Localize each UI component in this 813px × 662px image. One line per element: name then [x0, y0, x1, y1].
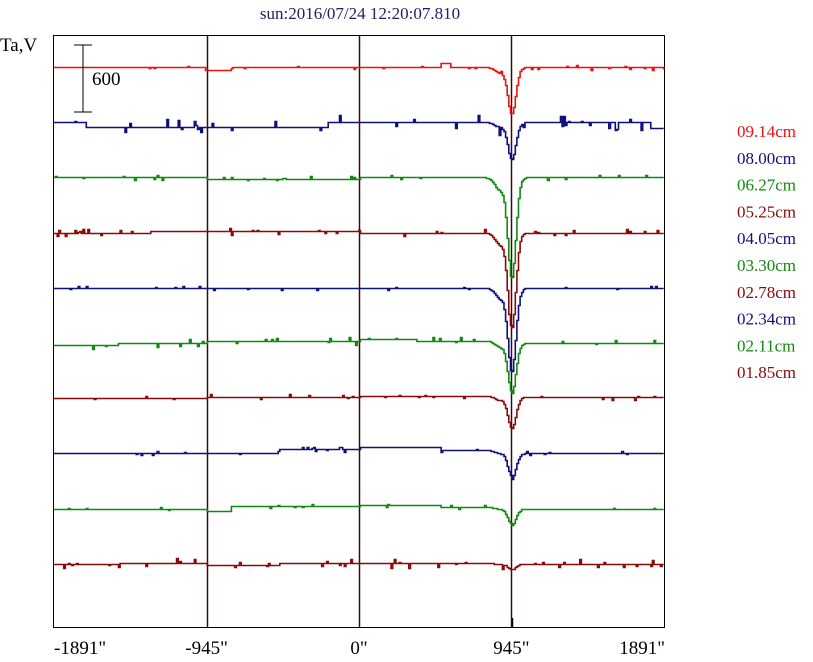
x-tick-label: 945"	[493, 638, 529, 659]
legend-entry: 09.14cm	[737, 122, 796, 141]
trace-08-00cm	[54, 114, 664, 161]
legend-entry: 06.27cm	[737, 176, 796, 195]
trace-04-05cm	[54, 285, 664, 373]
legend-entry: 01.85cm	[737, 363, 796, 382]
chart-title: sun:2016/07/24 12:20:07.810	[260, 4, 460, 23]
trace-05-25cm	[54, 227, 664, 329]
legend-entry: 08.00cm	[737, 149, 796, 168]
trace-02-11cm	[54, 503, 664, 527]
legend-entry: 02.11cm	[737, 336, 795, 355]
legend-entry: 05.25cm	[737, 202, 796, 221]
trace-group	[54, 62, 665, 571]
scale-bar-label: 600	[92, 69, 121, 90]
plot-frame	[53, 35, 665, 628]
vertical-reference-lines	[206, 36, 513, 627]
x-tick-label: -1891"	[54, 638, 106, 659]
x-tick-label: 1891"	[619, 638, 665, 659]
trace-03-30cm	[54, 336, 664, 395]
trace-01-85cm	[54, 557, 664, 571]
legend-entry: 02.78cm	[737, 283, 796, 302]
x-axis-ticks: -1891" -945" 0" 945" 1891"	[54, 618, 665, 659]
scale-bar: 600	[74, 44, 121, 113]
legend-entry: 04.05cm	[737, 229, 796, 248]
trace-02-78cm	[54, 393, 664, 430]
x-tick-label: 0"	[350, 638, 367, 659]
legend-entry: 02.34cm	[737, 310, 796, 329]
y-axis-label: Ta,V	[0, 35, 37, 56]
trace-09-14cm	[54, 62, 665, 115]
trace-02-34cm	[54, 446, 664, 481]
trace-06-27cm	[54, 174, 664, 279]
legend-entry: 03.30cm	[737, 256, 796, 275]
x-tick-label: -945"	[185, 638, 228, 659]
legend: 09.14cm 08.00cm 06.27cm 05.25cm 04.05cm 03.30…	[737, 122, 796, 382]
